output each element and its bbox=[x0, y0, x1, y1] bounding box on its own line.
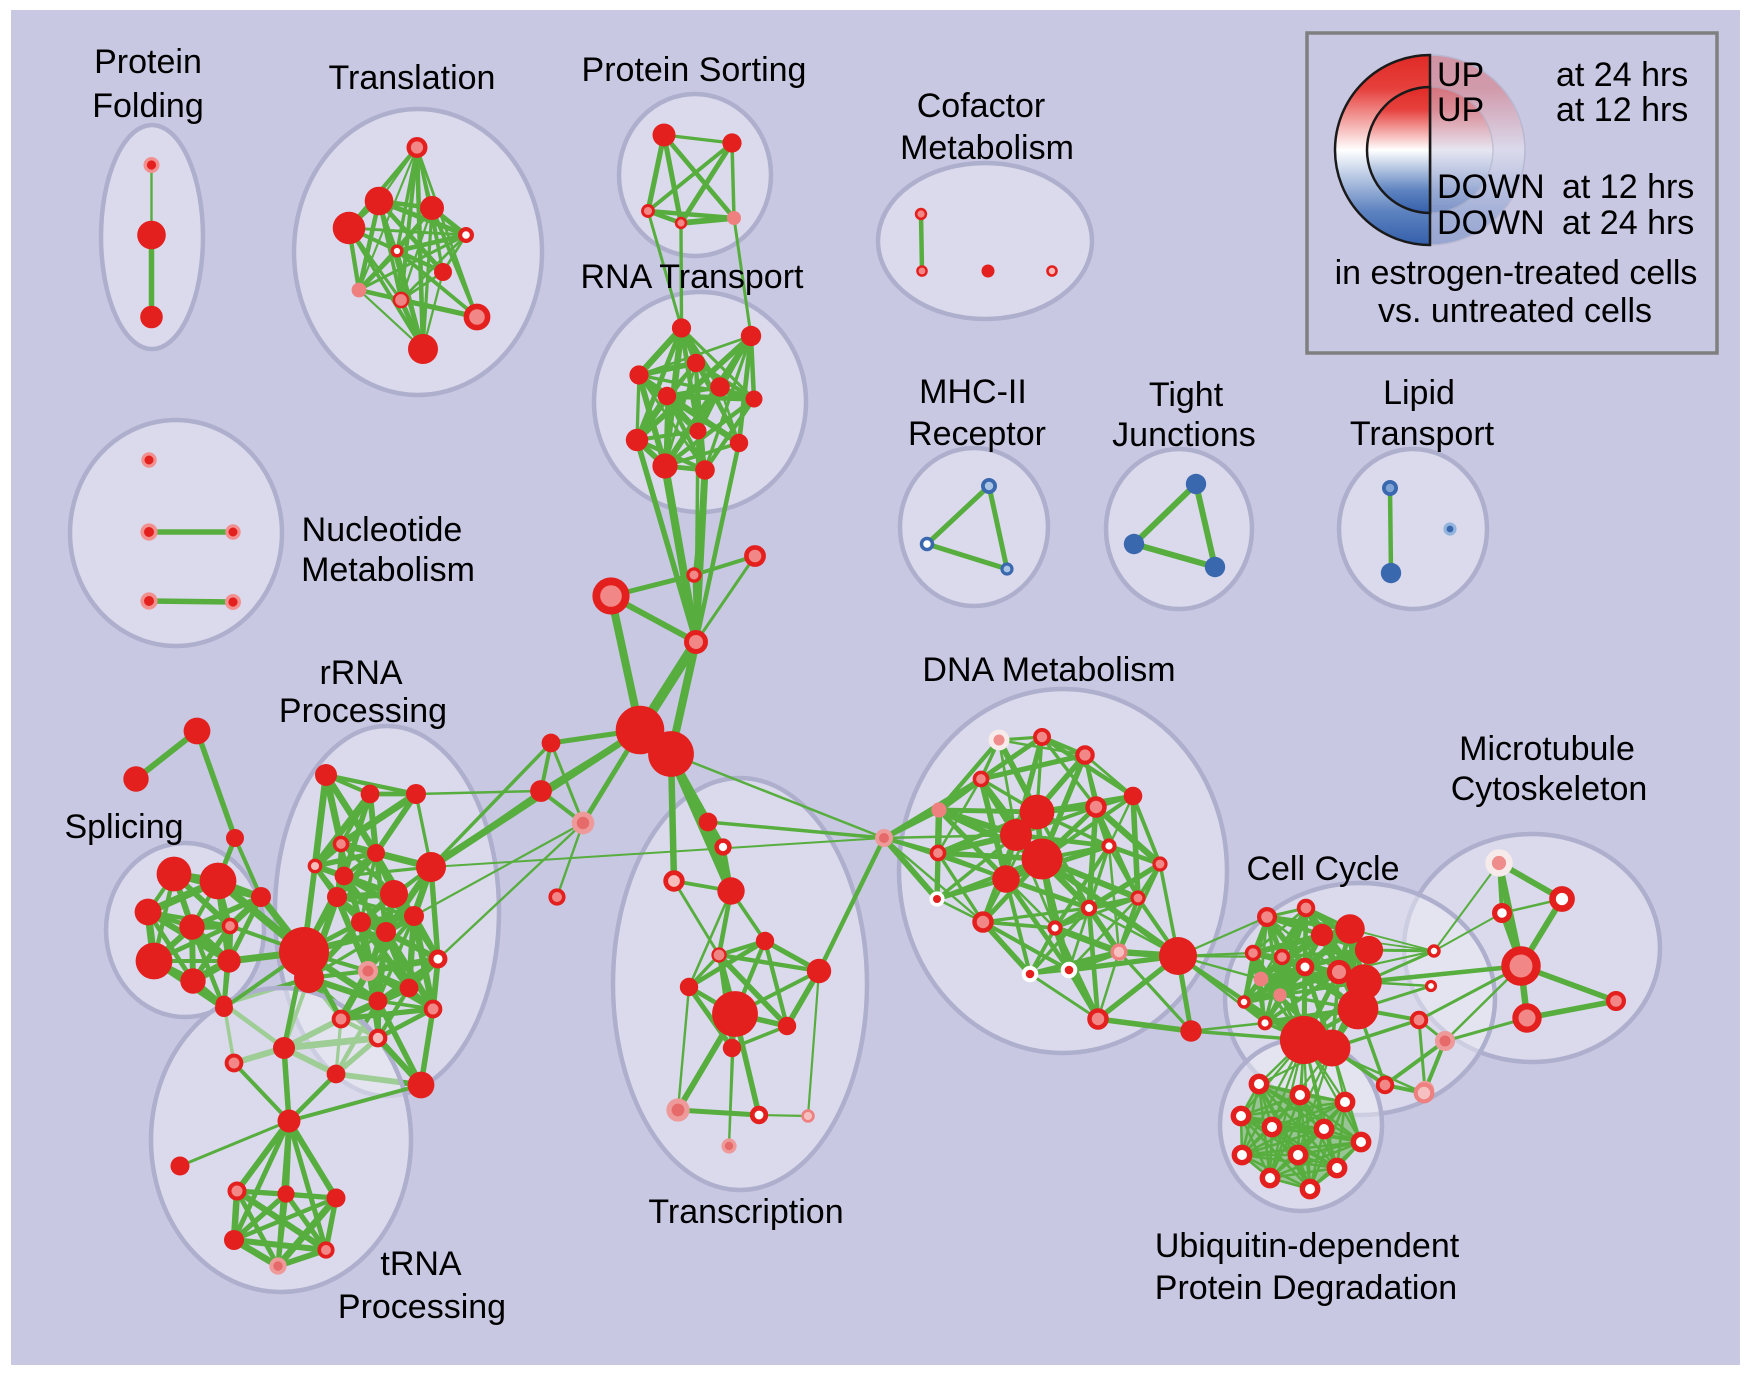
svg-text:Processing: Processing bbox=[279, 692, 447, 730]
svg-text:Protein: Protein bbox=[94, 43, 202, 81]
svg-text:UP: UP bbox=[1437, 56, 1484, 94]
svg-text:Receptor: Receptor bbox=[908, 415, 1046, 453]
svg-text:Lipid: Lipid bbox=[1383, 374, 1455, 412]
svg-text:at 12 hrs: at 12 hrs bbox=[1556, 91, 1688, 129]
svg-text:at 12 hrs: at 12 hrs bbox=[1562, 168, 1694, 206]
svg-text:DOWN: DOWN bbox=[1437, 204, 1545, 242]
svg-text:DOWN: DOWN bbox=[1437, 168, 1545, 206]
svg-text:at 24 hrs: at 24 hrs bbox=[1556, 56, 1688, 94]
svg-text:Ubiquitin-dependent: Ubiquitin-dependent bbox=[1155, 1227, 1460, 1265]
svg-text:Protein Degradation: Protein Degradation bbox=[1155, 1269, 1457, 1307]
svg-text:DNA Metabolism: DNA Metabolism bbox=[922, 651, 1175, 689]
svg-text:Cytoskeleton: Cytoskeleton bbox=[1451, 770, 1648, 808]
svg-text:Cofactor: Cofactor bbox=[917, 87, 1046, 125]
svg-text:Junctions: Junctions bbox=[1112, 416, 1256, 454]
svg-text:in estrogen-treated cells: in estrogen-treated cells bbox=[1335, 254, 1698, 292]
svg-text:Cell Cycle: Cell Cycle bbox=[1246, 850, 1399, 888]
svg-text:Transport: Transport bbox=[1350, 415, 1495, 453]
svg-text:at 24 hrs: at 24 hrs bbox=[1562, 204, 1694, 242]
svg-text:Processing: Processing bbox=[338, 1288, 506, 1326]
svg-text:Tight: Tight bbox=[1149, 376, 1224, 414]
svg-text:vs. untreated cells: vs. untreated cells bbox=[1378, 292, 1652, 330]
svg-text:RNA Transport: RNA Transport bbox=[581, 258, 805, 296]
svg-text:Nucleotide: Nucleotide bbox=[302, 511, 463, 549]
svg-text:MHC-II: MHC-II bbox=[919, 373, 1027, 411]
svg-text:Splicing: Splicing bbox=[64, 808, 183, 846]
svg-text:Microtubule: Microtubule bbox=[1459, 730, 1635, 768]
svg-text:Protein Sorting: Protein Sorting bbox=[582, 51, 807, 89]
svg-text:Metabolism: Metabolism bbox=[900, 129, 1074, 167]
svg-text:tRNA: tRNA bbox=[380, 1245, 462, 1283]
svg-text:Translation: Translation bbox=[329, 59, 496, 97]
svg-text:Transcription: Transcription bbox=[648, 1193, 843, 1231]
svg-text:rRNA: rRNA bbox=[319, 654, 402, 692]
svg-text:UP: UP bbox=[1437, 91, 1484, 129]
svg-text:Folding: Folding bbox=[92, 87, 204, 125]
svg-text:Metabolism: Metabolism bbox=[301, 551, 475, 589]
